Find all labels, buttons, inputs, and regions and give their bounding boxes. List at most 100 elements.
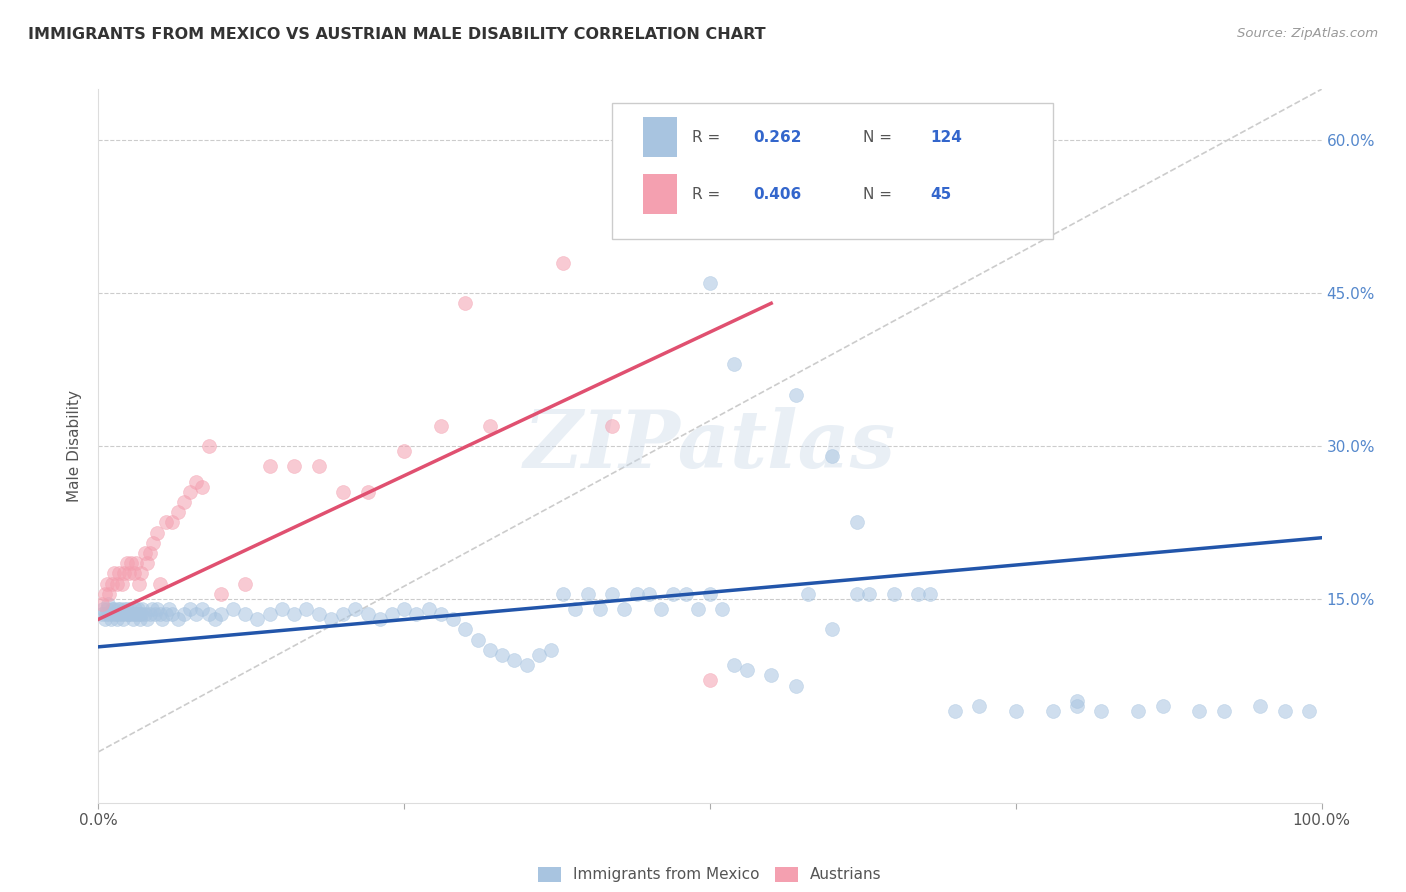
Point [111,576,134,591]
Point [405,607,427,622]
Text: 124: 124 [931,129,962,145]
Point [108,566,131,581]
Point [356,484,378,499]
Point [91,607,114,622]
Point [1004,704,1026,718]
Point [650,602,672,616]
Point [527,648,550,662]
Point [136,556,159,570]
Point [142,536,165,550]
Point [160,516,183,530]
Point [858,587,880,601]
Point [626,587,648,601]
Point [699,587,721,601]
Point [209,587,232,601]
Point [553,587,575,601]
Point [131,602,153,616]
Point [368,612,391,626]
Point [418,602,440,616]
Point [785,679,807,693]
Text: Source: ZipAtlas.com: Source: ZipAtlas.com [1237,27,1378,40]
Point [711,602,734,616]
Point [381,607,404,622]
Point [392,602,416,616]
Point [134,546,156,560]
Point [332,484,354,499]
Point [173,607,195,622]
Point [467,632,489,647]
Point [441,612,464,626]
Point [283,459,305,474]
Point [120,602,142,616]
Point [134,607,156,622]
Point [120,556,142,570]
Point [128,576,150,591]
Point [146,525,169,540]
Point [564,602,586,616]
Point [686,602,709,616]
Point [101,576,124,591]
Point [821,449,844,463]
Point [204,612,226,626]
Point [149,576,172,591]
Point [699,673,721,688]
Point [139,546,162,560]
Point [1274,704,1296,718]
Point [111,612,134,626]
Text: IMMIGRANTS FROM MEXICO VS AUSTRIAN MALE DISABILITY CORRELATION CHART: IMMIGRANTS FROM MEXICO VS AUSTRIAN MALE … [28,27,766,42]
Point [478,643,501,657]
Point [967,698,990,713]
Point [111,607,134,622]
Point [478,418,501,433]
Text: ZIPatlas: ZIPatlas [524,408,896,484]
Point [613,602,636,616]
Point [141,602,163,616]
Point [675,587,697,601]
Point [91,602,114,616]
Point [233,607,256,622]
Point [143,607,166,622]
Point [136,612,159,626]
Point [723,358,745,372]
Point [638,587,661,601]
Point [576,587,599,601]
Point [699,276,721,290]
Point [179,602,201,616]
Point [122,607,145,622]
Point [124,602,146,616]
Point [883,587,905,601]
Point [600,587,623,601]
Point [430,418,453,433]
Point [191,480,214,494]
Point [129,607,152,622]
Text: R =: R = [692,129,725,145]
Point [259,607,281,622]
Point [100,612,122,626]
Point [785,388,807,402]
Point [1042,704,1064,718]
Point [821,623,844,637]
Point [107,602,129,616]
Point [167,505,190,519]
Point [845,516,868,530]
Point [589,602,612,616]
Point [295,602,318,616]
Point [1249,698,1271,713]
Point [103,566,125,581]
Point [103,602,125,616]
Point [115,556,138,570]
Point [117,607,139,622]
Point [454,623,477,637]
Point [93,612,115,626]
Point [1188,704,1211,718]
Point [222,602,245,616]
Point [907,587,929,601]
Text: 0.406: 0.406 [752,186,801,202]
Point [197,439,219,453]
Point [515,658,537,673]
Point [845,587,868,601]
Point [118,607,141,622]
Point [127,602,149,616]
Point [191,602,214,616]
FancyBboxPatch shape [643,175,678,214]
